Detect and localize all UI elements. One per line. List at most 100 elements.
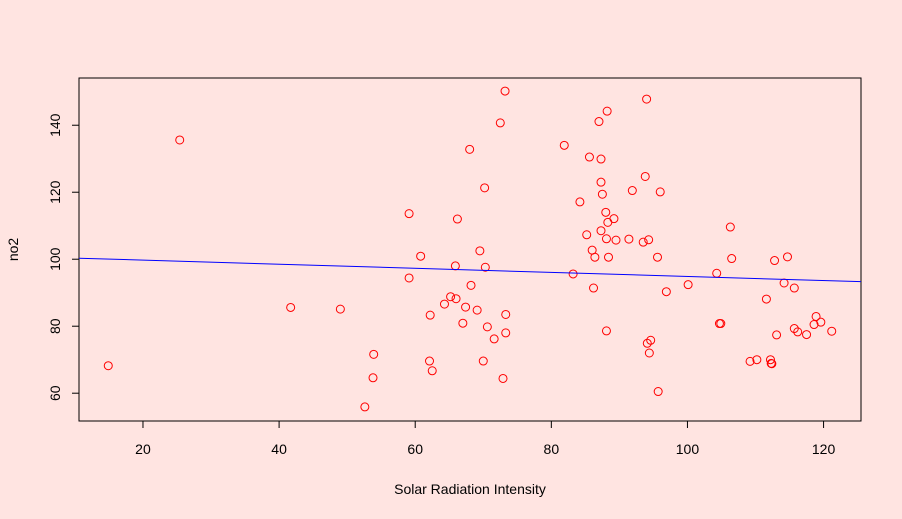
data-point	[475, 246, 485, 256]
data-point	[465, 144, 475, 154]
data-point	[816, 317, 826, 327]
data-points	[103, 86, 837, 412]
data-point	[589, 283, 599, 293]
data-point	[466, 280, 476, 290]
data-point	[609, 214, 619, 224]
x-axis: 20 40 60 80 100 120	[135, 421, 835, 457]
data-point	[103, 361, 113, 371]
data-point	[727, 254, 737, 264]
data-point	[335, 304, 345, 314]
data-point	[644, 348, 654, 358]
x-axis-title: Solar Radiation Intensity	[394, 481, 546, 497]
data-point	[602, 106, 612, 116]
data-point	[500, 86, 510, 96]
x-tick-label: 60	[407, 441, 423, 457]
data-point	[425, 356, 435, 366]
data-point	[582, 230, 592, 240]
data-point	[802, 330, 812, 340]
data-point	[498, 373, 508, 383]
data-point	[789, 283, 799, 293]
data-point	[653, 252, 663, 262]
data-point	[793, 327, 803, 337]
plot-frame	[78, 77, 862, 422]
x-tick-label: 40	[271, 441, 287, 457]
data-point	[575, 197, 585, 207]
data-point	[501, 328, 511, 338]
data-point	[439, 299, 449, 309]
data-point	[596, 226, 606, 236]
data-point	[480, 262, 490, 272]
x-tick-label: 120	[812, 441, 836, 457]
data-point	[404, 209, 414, 219]
data-point	[596, 154, 606, 164]
data-point	[369, 349, 379, 359]
data-point	[446, 292, 456, 302]
data-point	[604, 252, 614, 262]
data-point	[601, 234, 611, 244]
data-point	[779, 278, 789, 288]
data-point	[568, 269, 578, 279]
data-point	[627, 186, 637, 196]
y-tick-label: 100	[47, 247, 63, 271]
data-point	[594, 117, 604, 127]
data-point	[809, 320, 819, 330]
y-tick-label: 80	[47, 318, 63, 334]
x-tick-label: 100	[676, 441, 700, 457]
y-tick-label: 60	[47, 385, 63, 401]
data-point	[450, 261, 460, 271]
data-point	[683, 280, 693, 290]
data-point	[404, 273, 414, 283]
data-point	[725, 222, 735, 232]
y-axis: 60 80 100 120 140	[47, 113, 79, 401]
data-point	[559, 140, 569, 150]
data-point	[644, 235, 654, 245]
data-point	[482, 322, 492, 332]
data-point	[642, 94, 652, 104]
data-point	[827, 326, 837, 336]
data-point	[765, 355, 775, 365]
data-point	[640, 171, 650, 181]
data-point	[767, 359, 777, 369]
data-point	[772, 330, 782, 340]
data-point	[638, 237, 648, 247]
data-point	[495, 118, 505, 128]
data-point	[653, 387, 663, 397]
data-point	[712, 268, 722, 278]
x-tick-label: 80	[544, 441, 560, 457]
data-point	[584, 152, 594, 162]
data-point	[603, 217, 613, 227]
data-point	[489, 334, 499, 344]
y-tick-label: 140	[47, 113, 63, 137]
data-point	[458, 318, 468, 328]
trend-line-group	[78, 257, 862, 283]
x-tick-label: 20	[135, 441, 151, 457]
trend-line	[78, 257, 862, 283]
data-point	[480, 183, 490, 193]
data-point	[611, 235, 621, 245]
data-point	[752, 355, 762, 365]
data-point	[624, 234, 634, 244]
data-point	[590, 252, 600, 262]
data-point	[425, 310, 435, 320]
data-point	[655, 187, 665, 197]
data-point	[596, 177, 606, 187]
data-point	[811, 311, 821, 321]
data-point	[597, 189, 607, 199]
y-tick-label: 120	[47, 180, 63, 204]
data-point	[501, 309, 511, 319]
data-point	[716, 319, 726, 329]
data-point	[789, 324, 799, 334]
data-point	[368, 373, 378, 383]
data-point	[461, 302, 471, 312]
data-point	[661, 287, 671, 297]
data-point	[601, 326, 611, 336]
data-point	[286, 302, 296, 312]
data-point	[416, 251, 426, 261]
data-point	[451, 294, 461, 304]
y-axis-title: no2	[5, 238, 21, 262]
data-point	[770, 256, 780, 266]
data-point	[642, 338, 652, 348]
data-point	[472, 305, 482, 315]
data-point	[427, 366, 437, 376]
